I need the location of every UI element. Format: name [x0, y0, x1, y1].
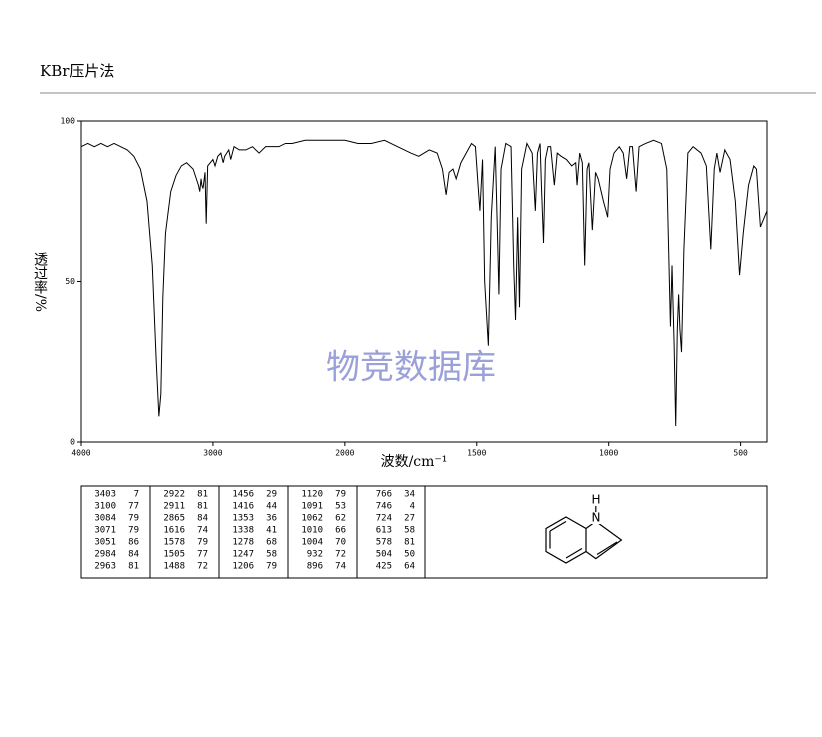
peak-transmittance: 4 [410, 502, 415, 512]
peak-transmittance: 70 [335, 538, 346, 548]
peak-transmittance: 36 [266, 514, 277, 524]
table-frame [80, 485, 768, 579]
peak-wavenumber: 1338 [232, 526, 254, 536]
atom-label: N [592, 511, 601, 525]
peak-wavenumber: 425 [376, 562, 392, 572]
peak-transmittance: 84 [197, 514, 208, 524]
peak-transmittance: 53 [335, 502, 346, 512]
peak-wavenumber: 613 [376, 526, 392, 536]
peak-transmittance: 7 [134, 490, 139, 500]
peak-wavenumber: 1120 [301, 490, 323, 500]
peak-transmittance: 64 [404, 562, 415, 572]
peak-transmittance: 74 [335, 562, 346, 572]
peak-wavenumber: 932 [307, 550, 323, 560]
plot-frame [80, 120, 768, 443]
peak-wavenumber: 1206 [232, 562, 254, 572]
peak-wavenumber: 2911 [163, 502, 185, 512]
double-bond [565, 547, 583, 559]
peak-wavenumber: 1091 [301, 502, 323, 512]
peak-wavenumber: 1062 [301, 514, 323, 524]
peak-wavenumber: 3051 [94, 538, 116, 548]
peak-wavenumber: 1010 [301, 526, 323, 536]
atom-bg [589, 512, 603, 524]
structure [545, 506, 623, 564]
peak-transmittance: 79 [197, 538, 208, 548]
peak-wavenumber: 1247 [232, 550, 254, 560]
peak-wavenumber: 1488 [163, 562, 185, 572]
x-tick-label: 1500 [467, 449, 486, 458]
peak-wavenumber: 2984 [94, 550, 116, 560]
peak-wavenumber: 896 [307, 562, 323, 572]
peak-transmittance: 66 [335, 526, 346, 536]
peak-transmittance: 50 [404, 550, 415, 560]
peak-wavenumber: 766 [376, 490, 392, 500]
peak-transmittance: 84 [128, 550, 139, 560]
peak-wavenumber: 2963 [94, 562, 116, 572]
peak-transmittance: 77 [128, 502, 139, 512]
y-tick-label: 50 [65, 277, 75, 286]
peak-transmittance: 68 [266, 538, 277, 548]
x-tick-label: 4000 [71, 449, 90, 458]
peak-wavenumber: 1004 [301, 538, 323, 548]
peak-wavenumber: 1416 [232, 502, 254, 512]
peak-transmittance: 81 [128, 562, 139, 572]
y-tick-label: 100 [61, 117, 76, 126]
peak-transmittance: 29 [266, 490, 277, 500]
peak-wavenumber: 1353 [232, 514, 254, 524]
peak-transmittance: 44 [266, 502, 277, 512]
peak-transmittance: 58 [266, 550, 277, 560]
atom-label: H [591, 493, 600, 507]
peak-wavenumber: 1278 [232, 538, 254, 548]
peak-transmittance: 72 [335, 550, 346, 560]
x-tick-label: 2000 [335, 449, 354, 458]
x-tick-label: 1000 [599, 449, 618, 458]
peak-transmittance: 58 [404, 526, 415, 536]
peak-wavenumber: 578 [376, 538, 392, 548]
peak-wavenumber: 1456 [232, 490, 254, 500]
x-tick-label: 500 [733, 449, 748, 458]
peak-wavenumber: 2865 [163, 514, 185, 524]
peak-transmittance: 79 [128, 514, 139, 524]
peak-transmittance: 79 [266, 562, 277, 572]
peak-wavenumber: 3403 [94, 490, 116, 500]
y-tick-label: 0 [70, 438, 75, 447]
watermark: 物竞数据库 [326, 348, 496, 388]
peak-wavenumber: 1616 [163, 526, 185, 536]
x-tick-label: 3000 [203, 449, 222, 458]
x-axis-label: 波数/cm⁻¹ [381, 454, 448, 470]
spectrum-line [80, 139, 768, 426]
double-bond [549, 520, 567, 532]
peak-wavenumber: 724 [376, 514, 392, 524]
pyrrole-ring [585, 520, 623, 560]
header-title: KBr压片法 [40, 62, 114, 80]
atom-bg [589, 494, 603, 506]
peak-wavenumber: 746 [376, 502, 392, 512]
benzene-ring [545, 516, 587, 564]
peak-transmittance: 79 [128, 526, 139, 536]
peak-transmittance: 62 [335, 514, 346, 524]
peak-wavenumber: 1578 [163, 538, 185, 548]
peak-transmittance: 74 [197, 526, 208, 536]
peak-transmittance: 81 [404, 538, 415, 548]
peak-transmittance: 81 [197, 502, 208, 512]
peak-transmittance: 86 [128, 538, 139, 548]
peak-wavenumber: 3071 [94, 526, 116, 536]
peak-wavenumber: 1505 [163, 550, 185, 560]
peak-transmittance: 27 [404, 514, 415, 524]
peak-wavenumber: 3100 [94, 502, 116, 512]
peak-wavenumber: 2922 [163, 490, 185, 500]
peak-transmittance: 79 [335, 490, 346, 500]
double-bond [596, 541, 618, 556]
peak-transmittance: 72 [197, 562, 208, 572]
peak-wavenumber: 504 [376, 550, 392, 560]
y-axis-label: 透过率/% [32, 252, 48, 312]
peak-transmittance: 77 [197, 550, 208, 560]
peak-wavenumber: 3084 [94, 514, 116, 524]
peak-transmittance: 34 [404, 490, 415, 500]
peak-transmittance: 81 [197, 490, 208, 500]
peak-transmittance: 41 [266, 526, 277, 536]
